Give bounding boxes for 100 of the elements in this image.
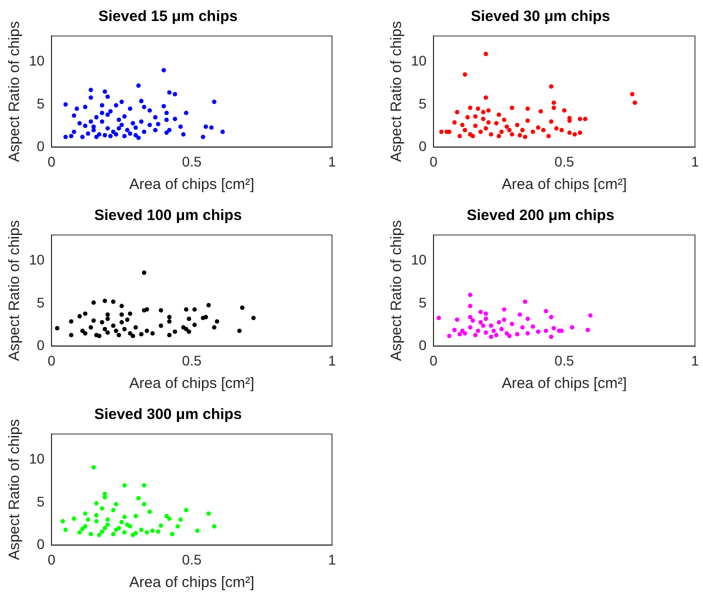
point	[158, 323, 164, 328]
point	[204, 314, 208, 320]
point	[544, 308, 548, 314]
point	[119, 520, 124, 524]
point	[476, 328, 480, 334]
point	[492, 328, 496, 334]
point	[102, 298, 108, 304]
point	[484, 330, 488, 335]
y-tick-label: 5	[418, 294, 427, 310]
point	[148, 510, 152, 514]
x-axis-title: Area of chips [cm²]	[502, 375, 627, 392]
point	[142, 502, 146, 506]
y-axis-title: Aspect Ratio of chips	[6, 21, 24, 162]
point	[522, 300, 528, 304]
point	[170, 532, 174, 536]
x-tick-label: 0	[430, 352, 438, 368]
point	[176, 524, 180, 529]
point	[88, 325, 94, 330]
x-tick-label: 0.5	[182, 551, 202, 568]
y-axis-title: Aspect Ratio of chips	[388, 220, 406, 362]
point	[515, 332, 520, 336]
point	[122, 326, 127, 332]
point	[150, 528, 155, 533]
point	[111, 300, 116, 304]
point	[454, 317, 460, 322]
point	[105, 316, 110, 322]
point	[525, 316, 530, 322]
point	[144, 307, 150, 312]
point	[125, 317, 130, 322]
y-tick-label: 5	[36, 294, 45, 310]
point	[63, 528, 68, 532]
y-tick-label: 0	[418, 138, 427, 154]
point	[91, 465, 96, 470]
point	[186, 316, 192, 322]
point	[212, 325, 216, 330]
point	[496, 320, 502, 324]
point	[502, 307, 506, 312]
point	[536, 329, 540, 334]
point	[80, 328, 85, 334]
point	[94, 519, 99, 524]
y-tick-label: 10	[410, 52, 427, 69]
point	[186, 329, 192, 334]
point	[77, 530, 82, 535]
point	[468, 314, 472, 320]
chart-title: Sieved 200 μm chips	[466, 207, 614, 224]
point	[452, 328, 457, 332]
point	[184, 326, 188, 332]
chart-title: Sieved 30 μm chips	[470, 8, 610, 26]
point	[97, 334, 102, 338]
point	[100, 320, 104, 324]
point	[470, 318, 475, 323]
point	[122, 530, 127, 535]
x-tick-label: 1	[328, 352, 336, 368]
point	[504, 331, 509, 336]
point	[100, 529, 104, 534]
point	[240, 306, 244, 310]
x-tick-label: 0.5	[554, 153, 574, 170]
y-tick-label: 10	[28, 252, 45, 268]
point	[502, 317, 506, 322]
point	[212, 524, 216, 529]
point	[237, 328, 242, 334]
x-axis-title: Area of chips [cm²]	[129, 574, 254, 592]
point	[105, 312, 110, 317]
point	[458, 332, 462, 336]
point	[80, 526, 85, 532]
point	[172, 329, 178, 334]
x-tick-label: 0.5	[182, 352, 202, 368]
point	[97, 532, 102, 538]
point	[102, 495, 108, 500]
point	[105, 517, 110, 522]
point	[122, 483, 127, 488]
point	[144, 328, 150, 334]
point	[128, 311, 132, 316]
y-tick-label: 10	[28, 450, 45, 467]
x-tick-label: 0	[430, 153, 438, 170]
x-tick-label: 1	[328, 153, 336, 170]
point	[122, 514, 127, 520]
y-tick-label: 10	[410, 252, 427, 268]
point	[195, 528, 200, 533]
point	[447, 334, 452, 338]
point	[83, 331, 88, 336]
point	[136, 496, 141, 500]
point	[481, 323, 486, 328]
x-axis-title: Area of chips [cm²]	[129, 176, 254, 194]
x-tick-label: 0	[48, 153, 56, 170]
point	[488, 334, 494, 339]
x-tick-label: 1	[328, 551, 336, 568]
y-tick-label: 0	[36, 337, 45, 354]
point	[130, 334, 136, 338]
y-axis-title: Aspect Ratio of chips	[6, 220, 24, 362]
point	[167, 516, 172, 521]
point	[83, 511, 88, 516]
point	[158, 308, 164, 312]
point	[114, 528, 118, 532]
point	[94, 501, 99, 506]
point	[549, 314, 554, 320]
y-tick-label: 5	[36, 493, 45, 510]
point	[460, 328, 465, 334]
point	[111, 323, 116, 328]
point	[72, 516, 76, 521]
